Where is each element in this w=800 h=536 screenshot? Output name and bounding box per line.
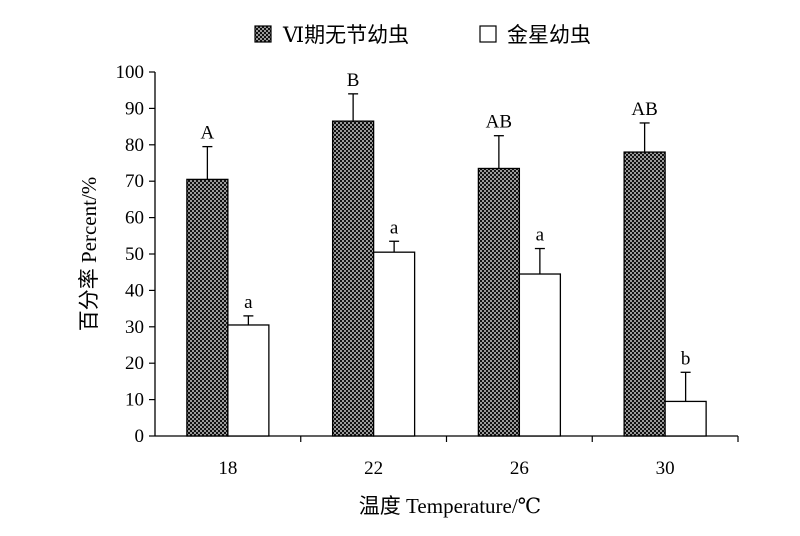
significance-letter: a xyxy=(244,292,253,313)
y-tick-label: 60 xyxy=(125,208,144,229)
legend-label-series-2: 金星幼虫 xyxy=(507,23,591,47)
y-tick-label: 40 xyxy=(125,280,144,301)
plot-area: 0 10 20 30 40 50 60 70 80 90 100 18 22 26 30 Aa Ba AB a AB b xyxy=(116,62,739,479)
legend: Ⅵ期无节幼虫 金星幼虫 xyxy=(254,23,591,47)
significance-letter: a xyxy=(536,225,545,246)
x-tick-label: 26 xyxy=(510,458,529,479)
y-tick-label: 0 xyxy=(135,426,145,447)
y-tick-label: 70 xyxy=(125,171,144,192)
significance-letter: B xyxy=(347,70,360,91)
significance-letter: a xyxy=(390,217,399,238)
x-axis-title: 温度 Temperature/℃ xyxy=(359,494,541,518)
y-tick-label: 10 xyxy=(125,390,144,411)
bar-series-1 xyxy=(623,151,666,437)
x-tick-label: 30 xyxy=(656,458,675,479)
y-axis-title: 百分率 Percent/% xyxy=(77,177,101,332)
significance-letter: b xyxy=(681,348,691,369)
x-tick-label: 18 xyxy=(218,458,237,479)
legend-label-series-1: Ⅵ期无节幼虫 xyxy=(282,23,409,47)
bar-series-1 xyxy=(477,167,521,437)
bar-series-2 xyxy=(227,324,270,437)
bar-series-2 xyxy=(518,273,562,437)
y-tick-label: 20 xyxy=(125,353,144,374)
y-tick-label: 50 xyxy=(125,244,144,265)
significance-letter: A xyxy=(201,123,215,144)
y-tick-label: 100 xyxy=(116,62,145,83)
legend-swatch-series-1 xyxy=(254,25,272,43)
bar-series-2 xyxy=(372,251,416,437)
significance-letter: AB xyxy=(631,99,657,120)
y-tick-label: 90 xyxy=(125,98,144,119)
y-tick-label: 80 xyxy=(125,135,144,156)
bar-series-1 xyxy=(331,120,375,437)
y-tick-label: 30 xyxy=(125,317,144,338)
bar-series-1 xyxy=(186,178,229,437)
significance-letter: AB xyxy=(486,112,512,133)
legend-swatch-series-2 xyxy=(479,25,497,43)
x-tick-label: 22 xyxy=(364,458,383,479)
bar-series-2 xyxy=(664,400,707,437)
